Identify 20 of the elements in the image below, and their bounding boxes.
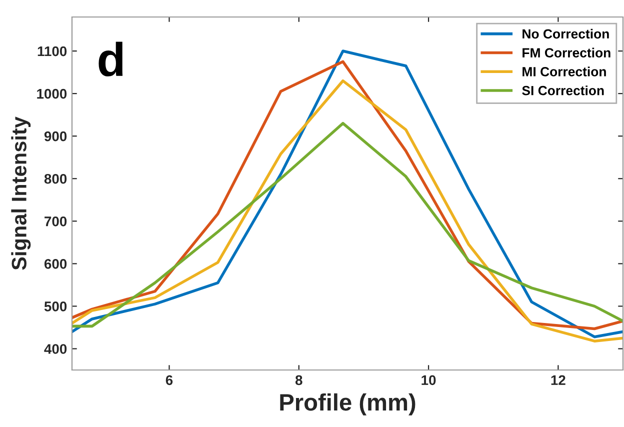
y-tick-label: 700 xyxy=(44,216,67,226)
x-tick-label: 6 xyxy=(166,375,173,386)
y-tick-label: 1100 xyxy=(38,46,67,56)
y-tick-label: 900 xyxy=(44,131,67,142)
y-tick-label: 800 xyxy=(44,174,67,184)
legend-label: SI Correction xyxy=(522,86,604,96)
legend-label: No Correction xyxy=(522,28,609,39)
chart-title: d xyxy=(98,42,123,76)
x-tick-label: 10 xyxy=(422,375,436,386)
y-axis-title: Signal Intensity xyxy=(11,116,31,270)
legend-label: MI Correction xyxy=(522,66,606,76)
x-tick-label: 8 xyxy=(295,375,302,386)
y-tick-label: 400 xyxy=(44,344,67,354)
x-tick-label: 12 xyxy=(551,375,566,385)
legend-label: FM Correction xyxy=(522,48,610,58)
line-series xyxy=(72,122,623,328)
y-tick-label: 600 xyxy=(44,259,67,269)
y-tick-label: 1000 xyxy=(37,88,67,99)
y-tick-label: 500 xyxy=(44,302,67,312)
x-axis-title: Profile (mm) xyxy=(280,393,416,416)
